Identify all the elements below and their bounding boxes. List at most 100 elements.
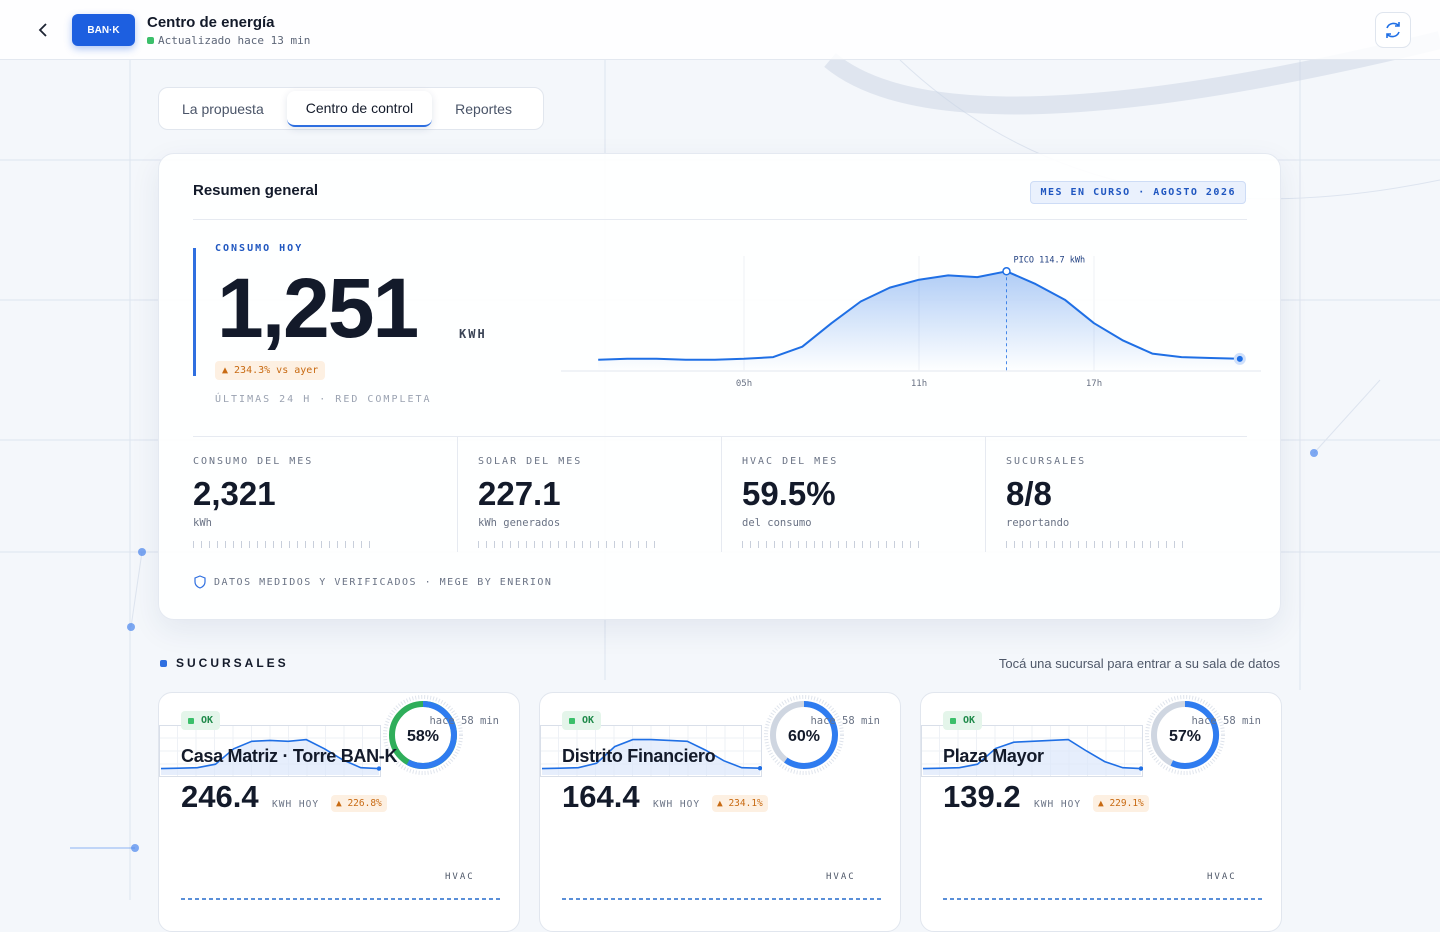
divider <box>193 219 1247 220</box>
hvac-gauge: 58% <box>383 695 463 775</box>
stat: CONSUMO DEL MES 2,321 kWh <box>193 437 457 552</box>
overview-title: Resumen general <box>193 182 319 199</box>
branch-card[interactable]: OK hace 58 min Casa Matriz · Torre BAN-K 24… <box>158 692 520 932</box>
top-bar <box>0 0 1440 60</box>
divider <box>193 436 1247 437</box>
strip <box>943 898 1263 900</box>
gauge-value: 60% <box>788 728 820 745</box>
status-text: OK <box>582 715 595 726</box>
page-title: Centro de energía <box>147 14 275 31</box>
end-marker <box>1233 352 1246 365</box>
stat-value: 2,321 <box>193 475 276 512</box>
spark-end <box>757 765 763 771</box>
section-title: SUCURSALES <box>176 656 289 670</box>
gauge-arc <box>406 701 457 769</box>
stat-unit: reportando <box>1006 517 1070 529</box>
status: Actualizado hace 13 min <box>147 34 310 47</box>
status-badge: OK <box>181 711 221 730</box>
gauge-ticks <box>764 695 844 775</box>
branch-name: Plaza Mayor <box>943 746 1044 766</box>
window-label: ÚLTIMAS 24 H · RED COMPLETA <box>215 394 432 405</box>
branch-card[interactable]: OK hace 58 min Plaza Mayor 139.2 KWH HOY ▲ 22… <box>920 692 1282 932</box>
peak-marker <box>1002 267 1011 276</box>
spark-frame <box>921 725 1143 777</box>
updated: hace 58 min <box>1191 715 1261 727</box>
tick-strip <box>478 541 658 548</box>
branch-value: 164.4 <box>562 779 640 814</box>
tab[interactable]: Reportes <box>455 100 512 117</box>
spark-frame <box>159 725 381 777</box>
status-dot <box>950 718 956 724</box>
tick-strip <box>193 541 373 548</box>
change-badge: ▲ 226.8% <box>331 795 387 812</box>
spark-line <box>541 738 761 770</box>
branch-unit: KWH HOY <box>272 799 320 810</box>
stat-value: 8/8 <box>1006 475 1052 512</box>
period-badge: MES EN CURSO · AGOSTO 2026 <box>1030 181 1246 204</box>
status-dot <box>147 37 154 44</box>
branch-card[interactable]: OK hace 58 min Distrito Financiero 164.4 KWH… <box>539 692 901 932</box>
spark-area <box>161 739 379 775</box>
gauge-arc <box>1170 700 1220 769</box>
branch-value: 139.2 <box>943 779 1021 814</box>
stat-label: SOLAR DEL MES <box>478 456 583 467</box>
gauge-ticks <box>383 695 463 775</box>
x-tick-label: 11h <box>911 379 927 389</box>
sparkline <box>920 724 1144 778</box>
spark-end <box>376 766 382 771</box>
gauge-value: 57% <box>1169 728 1201 745</box>
hvac-gauge: 57% <box>1145 695 1225 775</box>
stat: SOLAR DEL MES 227.1 kWh generados <box>457 437 721 552</box>
status-badge: OK <box>943 711 983 730</box>
status-text: OK <box>201 715 214 726</box>
spark-line <box>922 738 1142 770</box>
status-text: OK <box>963 715 976 726</box>
line <box>598 270 1240 361</box>
shield-icon <box>194 575 206 589</box>
x-tick-label: 17h <box>1086 379 1102 389</box>
gauge-label: HVAC <box>826 872 856 882</box>
status-dot <box>569 718 575 724</box>
change-badge: ▲ 234.3% vs ayer <box>215 361 326 380</box>
gauge-label: HVAC <box>445 872 475 882</box>
status-dot <box>188 718 194 724</box>
section-hint: Tocá una sucursal para entrar a su sala … <box>998 656 1280 671</box>
stat-label: HVAC DEL MES <box>742 456 839 467</box>
updated: hace 58 min <box>810 715 880 727</box>
stat: SUCURSALES 8/8 reportando <box>985 437 1249 552</box>
stat-unit: kWh generados <box>478 517 561 529</box>
today-label: CONSUMO HOY <box>215 243 304 254</box>
change-badge: ▲ 234.1% <box>712 795 768 812</box>
today-value: 1,251 <box>217 261 419 355</box>
logo: BAN·K <box>72 14 135 46</box>
gauge-value: 58% <box>407 728 439 745</box>
status-badge: OK <box>562 711 602 730</box>
spark-end <box>1138 766 1144 771</box>
back-button[interactable] <box>36 22 52 38</box>
stat-value: 59.5% <box>742 475 836 512</box>
branch-name: Distrito Financiero <box>562 746 716 766</box>
branch-unit: KWH HOY <box>653 799 701 810</box>
stat-label: CONSUMO DEL MES <box>193 456 314 467</box>
stat-value: 227.1 <box>478 475 561 512</box>
status-text: Actualizado hace 13 min <box>158 34 311 47</box>
tab[interactable]: Centro de control <box>286 90 433 127</box>
overview-card: Resumen general MES EN CURSO · AGOSTO 20… <box>158 153 1281 620</box>
change-badge: ▲ 229.1% <box>1093 795 1149 812</box>
tab-bar: La propuesta Centro de control Reportes <box>158 87 544 130</box>
branch-value: 246.4 <box>181 779 259 814</box>
tab[interactable]: La propuesta <box>182 100 264 117</box>
stat-unit: kWh <box>193 517 212 529</box>
tick-strip <box>742 541 922 548</box>
accent-bar <box>193 248 196 376</box>
section-dot <box>160 660 167 667</box>
consumption-chart: 05h 11h 17h PICO 114.7 kWh <box>561 252 1261 389</box>
spark-line <box>160 738 380 770</box>
strip <box>181 898 501 900</box>
updated: hace 58 min <box>429 715 499 727</box>
gauge-ticks <box>1145 695 1225 775</box>
spark-area <box>542 739 760 775</box>
area <box>598 271 1240 371</box>
refresh-button[interactable] <box>1375 12 1411 48</box>
